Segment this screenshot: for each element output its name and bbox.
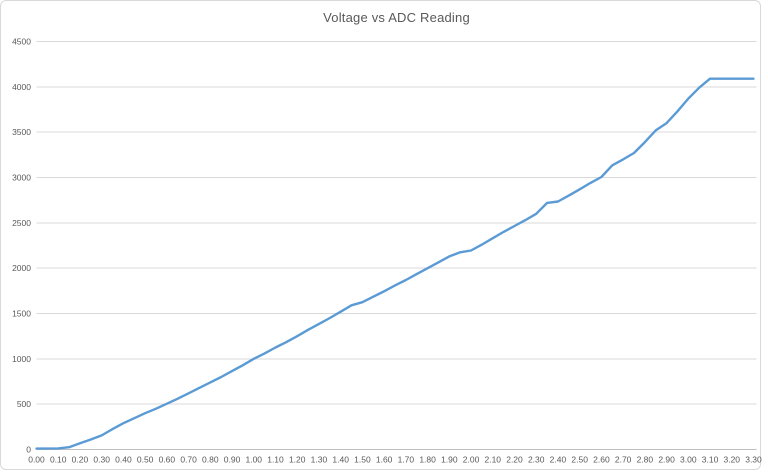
y-tick-label: 4000 — [12, 82, 31, 92]
x-tick-label: 2.90 — [658, 455, 675, 465]
x-tick-label: 0.60 — [159, 455, 176, 465]
x-tick-label: 0.10 — [50, 455, 67, 465]
y-tick-label: 2000 — [12, 263, 31, 273]
x-tick-label: 1.60 — [376, 455, 393, 465]
x-tick-label: 2.20 — [506, 455, 523, 465]
x-tick-label: 0.80 — [202, 455, 219, 465]
x-tick-label: 2.80 — [637, 455, 654, 465]
x-tick-label: 1.70 — [398, 455, 415, 465]
x-tick-label: 0.00 — [28, 455, 45, 465]
series-line — [35, 77, 755, 450]
y-tick-labels: 0 500 1000 1500 2000 2500 3000 3500 4000 4500 — [12, 37, 31, 455]
y-gridlines — [36, 41, 757, 405]
y-tick-label: 2500 — [12, 218, 31, 228]
x-tick-label: 2.70 — [615, 455, 632, 465]
x-tick-label: 3.10 — [702, 455, 719, 465]
x-tick-label: 2.30 — [528, 455, 545, 465]
x-tick-label: 0.40 — [115, 455, 132, 465]
x-tick-label: 2.50 — [571, 455, 588, 465]
y-tick-label: 500 — [17, 399, 31, 409]
x-tick-label: 3.20 — [723, 455, 740, 465]
y-tick-label: 3500 — [12, 127, 31, 137]
y-tick-label: 0 — [26, 445, 31, 455]
x-tick-label: 3.30 — [745, 455, 762, 465]
x-tick-label: 0.30 — [93, 455, 110, 465]
x-tick-label: 2.10 — [484, 455, 501, 465]
y-tick-label: 1500 — [12, 309, 31, 319]
x-tick-label: 1.10 — [267, 455, 284, 465]
x-tick-label: 1.00 — [245, 455, 262, 465]
x-tick-label: 1.50 — [354, 455, 371, 465]
x-tick-label: 1.20 — [289, 455, 306, 465]
chart-title: Voltage vs ADC Reading — [323, 10, 470, 25]
x-tick-label: 0.90 — [224, 455, 241, 465]
x-tick-label: 1.30 — [311, 455, 328, 465]
x-tick-label: 0.70 — [180, 455, 197, 465]
x-tick-label: 1.80 — [419, 455, 436, 465]
x-tick-label: 0.50 — [137, 455, 154, 465]
x-tick-label: 2.00 — [463, 455, 480, 465]
y-tick-label: 4500 — [12, 37, 31, 47]
y-tick-label: 3000 — [12, 173, 31, 183]
x-tick-label: 2.60 — [593, 455, 610, 465]
x-tick-label: 0.20 — [72, 455, 89, 465]
x-tick-label: 1.40 — [332, 455, 349, 465]
x-tick-label: 2.40 — [550, 455, 567, 465]
x-tick-labels: 0.00 0.10 0.20 0.30 0.40 0.50 0.60 0.70 0.80 0.90… — [28, 455, 762, 465]
x-tick-label: 1.90 — [441, 455, 458, 465]
y-tick-label: 1000 — [12, 354, 31, 364]
x-tick-label: 3.00 — [680, 455, 697, 465]
